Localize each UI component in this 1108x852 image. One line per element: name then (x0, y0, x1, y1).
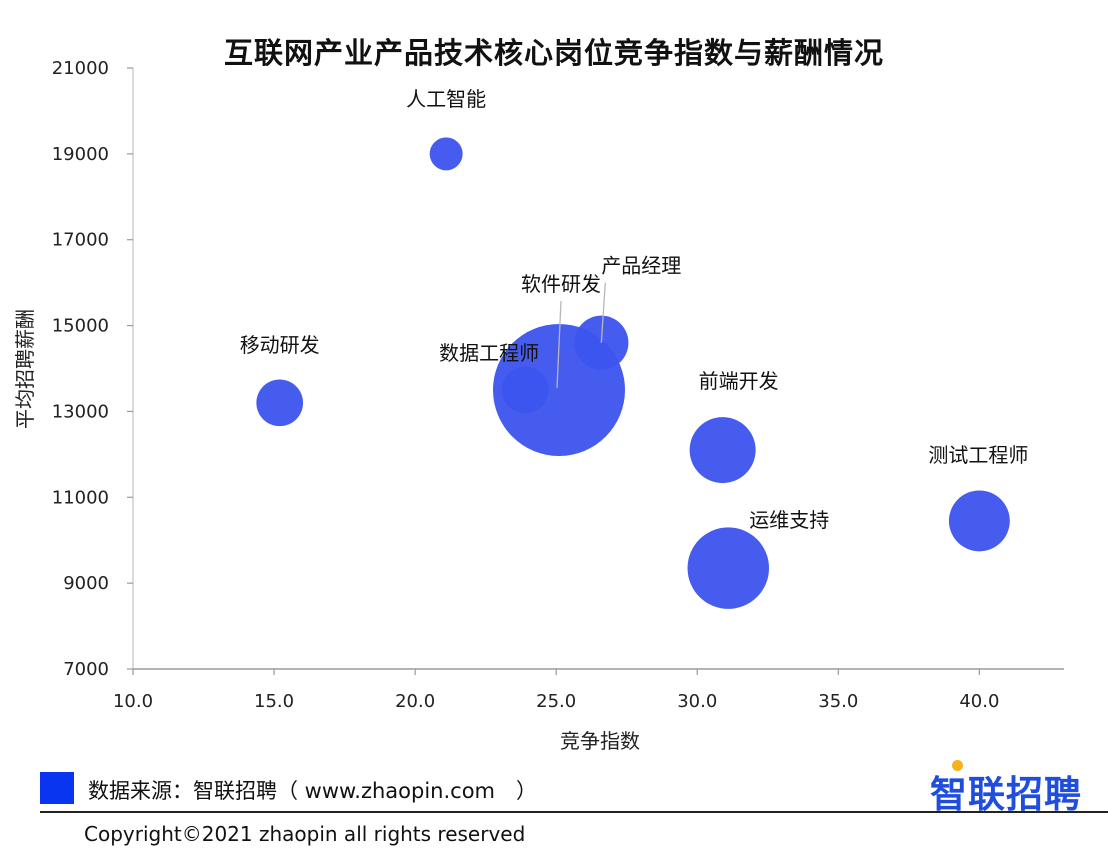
bubbles-layer (256, 137, 1010, 609)
y-tick-label: 21000 (52, 58, 109, 79)
bubble-label: 产品经理 (601, 254, 681, 278)
leader-line (600, 282, 606, 343)
bubble-label: 移动研发 (240, 333, 320, 357)
x-axis: 10.0 15.0 20.0 25.0 30.0 35.0 40.0 (113, 668, 1064, 712)
bubble (256, 379, 304, 427)
x-tick-label: 20.0 (395, 691, 435, 712)
chart-title: 互联网产业产品技术核心岗位竞争指数与薪酬情况 (223, 36, 884, 70)
bubble-label: 软件研发 (521, 272, 601, 296)
bubble (689, 417, 756, 484)
y-tick-label: 13000 (52, 401, 109, 422)
y-axis: 21000 19000 17000 15000 13000 11000 9000 7000 (52, 58, 134, 680)
x-tick-label: 15.0 (254, 691, 294, 712)
bubble (429, 137, 463, 171)
y-axis-label: 平均招聘薪酬 (13, 309, 37, 429)
leader-lines-layer (556, 282, 606, 388)
bubble (501, 366, 549, 414)
x-tick-label: 30.0 (677, 691, 717, 712)
x-tick-label: 40.0 (959, 691, 999, 712)
bubble-label: 运维支持 (749, 508, 829, 532)
bubble-label: 人工智能 (406, 87, 486, 111)
bubble (948, 490, 1010, 552)
source-text: 数据来源：智联招聘（ www.zhaopin.com ） (88, 779, 537, 803)
copyright-text: Copyright©2021 zhaopin all rights reserv… (84, 822, 526, 846)
bubble-label: 前端开发 (699, 369, 779, 393)
bubble-label: 测试工程师 (928, 443, 1028, 467)
x-tick-label: 10.0 (113, 691, 153, 712)
footer-divider (40, 811, 1108, 813)
bubble (687, 527, 770, 609)
y-tick-label: 11000 (52, 487, 109, 508)
bubble-label: 数据工程师 (439, 341, 539, 365)
y-tick-label: 15000 (52, 316, 109, 337)
source-legend-swatch (40, 772, 74, 804)
logo-dot-icon (952, 760, 963, 771)
x-axis-label: 竞争指数 (560, 729, 640, 753)
x-tick-label: 25.0 (536, 691, 576, 712)
y-tick-label: 17000 (52, 230, 109, 251)
leader-line (556, 300, 562, 388)
y-tick-label: 7000 (63, 659, 109, 680)
zhaopin-logo: 智联招聘 (930, 760, 1082, 818)
y-tick-label: 9000 (63, 573, 109, 594)
x-tick-label: 35.0 (818, 691, 858, 712)
logo-text: 智联招聘 (930, 773, 1082, 816)
y-tick-label: 19000 (52, 144, 109, 165)
